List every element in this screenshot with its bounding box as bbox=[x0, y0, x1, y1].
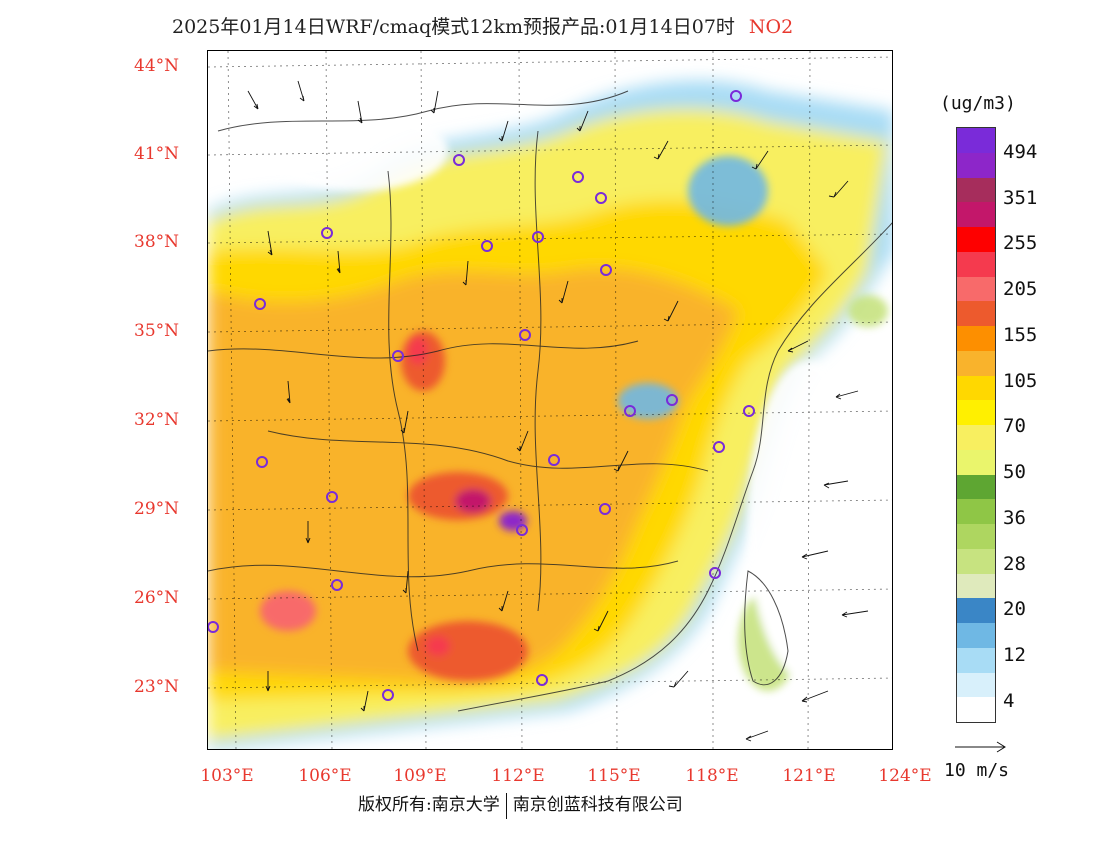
legend-swatch bbox=[957, 647, 995, 673]
copyright-company: 南京创蓝科技有限公司 bbox=[512, 795, 683, 815]
wind-reference-arrow-icon bbox=[955, 741, 1006, 753]
legend-swatch bbox=[957, 425, 995, 450]
lat-label-32: 32°N bbox=[134, 410, 180, 430]
legend-swatch bbox=[957, 375, 995, 401]
copyright-owner: 版权所有:南京大学 bbox=[358, 795, 500, 815]
legend-label-20: 20 bbox=[1003, 598, 1026, 620]
lat-label-38: 38°N bbox=[134, 232, 180, 252]
legend-label-255: 255 bbox=[1003, 232, 1038, 254]
color-legend bbox=[956, 127, 996, 723]
legend-label-28: 28 bbox=[1003, 553, 1026, 575]
title-text: 2025年01月14日WRF/cmaq模式12km预报产品:01月14日07时 bbox=[172, 16, 735, 38]
map-title: 2025年01月14日WRF/cmaq模式12km预报产品:01月14日07时 N… bbox=[172, 12, 793, 39]
lat-label-41: 41°N bbox=[134, 144, 180, 164]
map-canvas bbox=[208, 51, 892, 749]
legend-swatch bbox=[957, 697, 995, 722]
legend-unit: (ug/m3) bbox=[940, 93, 1016, 114]
lon-label-124: 124°E bbox=[878, 766, 932, 786]
legend-swatch bbox=[957, 251, 995, 277]
legend-swatch bbox=[957, 350, 995, 376]
copyright-divider bbox=[505, 792, 507, 819]
lat-label-44: 44°N bbox=[134, 56, 180, 76]
legend-swatch bbox=[957, 623, 995, 648]
legend-label-205: 205 bbox=[1003, 278, 1038, 300]
legend-swatch bbox=[957, 449, 995, 475]
legend-label-105: 105 bbox=[1003, 370, 1038, 392]
legend-swatch bbox=[957, 128, 995, 153]
legend-swatch bbox=[957, 301, 995, 326]
concentration-map[interactable] bbox=[207, 50, 893, 750]
legend-swatch bbox=[957, 499, 995, 524]
legend-swatch bbox=[957, 598, 995, 623]
legend-label-70: 70 bbox=[1003, 415, 1026, 437]
lon-label-109: 109°E bbox=[393, 766, 447, 786]
legend-label-36: 36 bbox=[1003, 507, 1026, 529]
legend-label-351: 351 bbox=[1003, 187, 1038, 209]
lon-label-103: 103°E bbox=[200, 766, 254, 786]
pollutant-label: NO2 bbox=[748, 16, 794, 38]
legend-swatch bbox=[957, 202, 995, 227]
legend-swatch bbox=[957, 152, 995, 178]
legend-label-50: 50 bbox=[1003, 461, 1026, 483]
legend-label-4: 4 bbox=[1003, 690, 1015, 712]
legend-swatch bbox=[957, 227, 995, 252]
legend-swatch bbox=[957, 276, 995, 302]
lon-label-115: 115°E bbox=[587, 766, 641, 786]
legend-swatch bbox=[957, 177, 995, 203]
wind-reference-label: 10 m/s bbox=[944, 760, 1010, 781]
legend-swatch bbox=[957, 573, 995, 599]
legend-swatch bbox=[957, 326, 995, 351]
lon-label-106: 106°E bbox=[298, 766, 352, 786]
legend-swatch bbox=[957, 672, 995, 698]
copyright: 版权所有:南京大学 南京创蓝科技有限公司 bbox=[358, 790, 683, 819]
city-marker-icon bbox=[208, 90, 755, 701]
lat-label-29: 29°N bbox=[134, 499, 180, 519]
lon-label-121: 121°E bbox=[782, 766, 836, 786]
lon-label-118: 118°E bbox=[685, 766, 739, 786]
lat-label-26: 26°N bbox=[134, 588, 180, 608]
lat-label-23: 23°N bbox=[134, 677, 180, 697]
legend-label-155: 155 bbox=[1003, 324, 1038, 346]
legend-swatch bbox=[957, 474, 995, 500]
legend-swatch bbox=[957, 524, 995, 549]
legend-label-494: 494 bbox=[1003, 141, 1038, 163]
legend-swatch bbox=[957, 548, 995, 574]
legend-swatch bbox=[957, 400, 995, 425]
legend-label-12: 12 bbox=[1003, 644, 1026, 666]
wind-arrows bbox=[247, 80, 869, 742]
lat-label-35: 35°N bbox=[134, 321, 180, 341]
lon-label-112: 112°E bbox=[491, 766, 545, 786]
